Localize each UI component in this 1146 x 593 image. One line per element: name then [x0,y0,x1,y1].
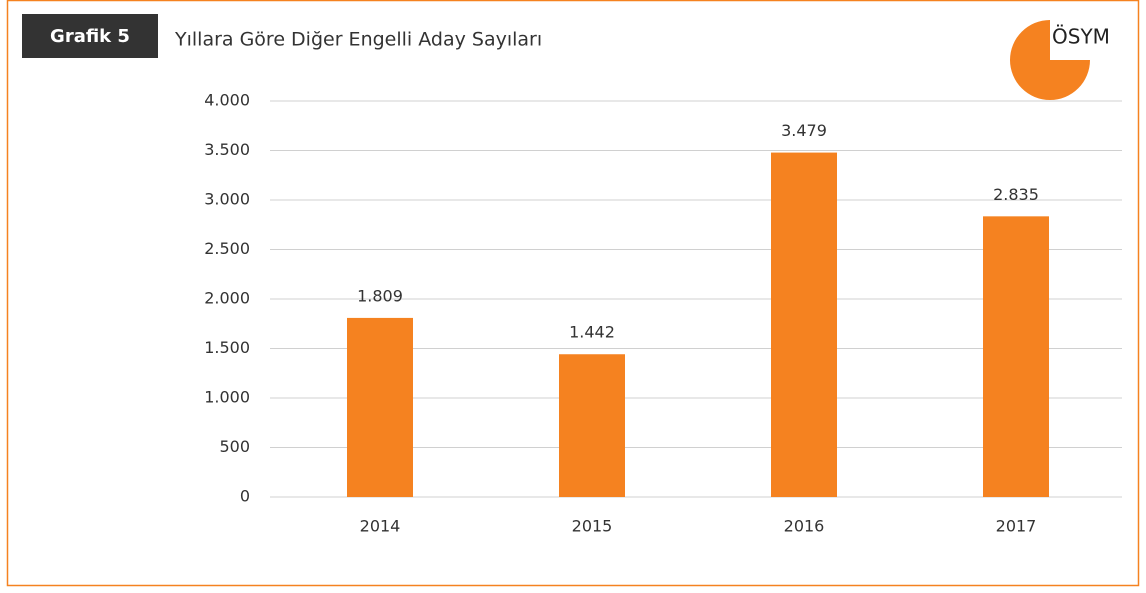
y-tick-label: 500 [219,437,250,456]
bar [559,354,625,497]
value-label: 2.835 [993,185,1039,204]
y-tick-label: 4.000 [204,91,250,110]
y-tick-label: 0 [240,487,250,506]
y-tick-label: 3.500 [204,140,250,159]
badge-box [22,14,158,58]
y-tick-label: 1.000 [204,388,250,407]
y-tick-label: 3.000 [204,190,250,209]
logo-shape [1010,20,1090,100]
x-tick-label: 2017 [996,517,1037,536]
logo: ÖSYM [1052,25,1110,49]
value-label: 3.479 [781,121,827,140]
chart-title: Yıllara Göre Diğer Engelli Aday Sayıları [174,29,542,51]
frame [6,0,1140,587]
y-tick-label: 2.500 [204,239,250,258]
bar [771,152,837,498]
y-tick-label: 1.500 [204,338,250,357]
value-label: 1.442 [569,323,615,342]
badge: Grafik 5 [50,26,130,47]
x-tick-label: 2015 [572,517,613,536]
x-tick-label: 2016 [784,517,825,536]
logo-mark [1010,20,1090,100]
bar [347,317,413,497]
y-tick-label: 2.000 [204,289,250,308]
x-tick-label: 2014 [360,517,401,536]
value-label: 1.809 [357,286,403,305]
bar [983,216,1049,497]
